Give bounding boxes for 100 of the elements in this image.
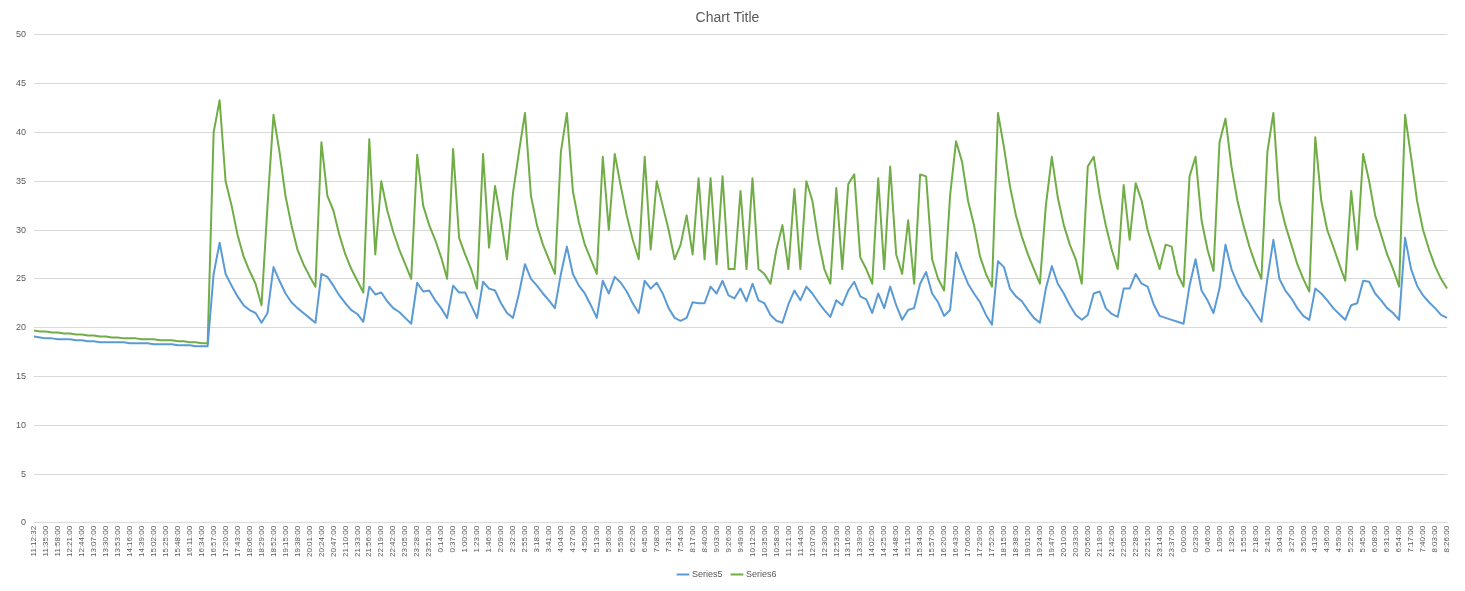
x-tick-label: 22:42:00 [388, 525, 398, 557]
x-tick-label: 11:35:00 [41, 525, 51, 557]
y-tick-label: 50 [16, 29, 27, 40]
x-tick-label: 23:51:00 [424, 525, 434, 557]
x-tick-label: 12:21:00 [65, 525, 75, 557]
x-tick-label: 21:33:00 [352, 525, 362, 557]
x-tick-label: 18:15:00 [999, 525, 1009, 557]
x-tick-label: 12:30:00 [819, 525, 829, 557]
x-tick-label: 14:25:00 [879, 525, 889, 557]
x-tick-label: 11:58:00 [53, 525, 63, 557]
x-tick-label: 0:46:00 [1202, 525, 1212, 553]
x-tick-label: 19:01:00 [1023, 525, 1033, 557]
x-tick-label: 18:52:00 [268, 525, 278, 557]
x-tick-label: 15:11:00 [903, 525, 913, 557]
y-tick-label: 20 [16, 322, 27, 333]
x-tick-label: 19:15:00 [280, 525, 290, 557]
x-tick-label: 0:37:00 [448, 525, 458, 553]
x-tick-label: 17:52:00 [987, 525, 997, 557]
x-tick-label: 22:51:00 [1142, 525, 1152, 557]
x-tick-label: 6:22:00 [627, 525, 637, 553]
x-tick-label: 21:56:00 [364, 525, 374, 557]
x-tick-label: 15:48:00 [172, 525, 182, 557]
x-tick-label: 12:44:00 [77, 525, 87, 557]
x-tick-label: 22:05:00 [1118, 525, 1128, 557]
y-tick-label: 25 [16, 273, 27, 284]
x-tick-label: 13:16:00 [843, 525, 853, 557]
x-tick-label: 10:35:00 [759, 525, 769, 557]
x-tick-label: 4:36:00 [1322, 525, 1332, 553]
x-tick-label: 3:04:00 [1274, 525, 1284, 553]
x-tick-label: 2:55:00 [520, 525, 530, 553]
x-tick-label: 5:22:00 [1346, 525, 1356, 553]
x-tick-label: 21:42:00 [1106, 525, 1116, 557]
x-tick-label: 16:11:00 [184, 525, 194, 557]
x-tick-label: 9:26:00 [723, 525, 733, 553]
x-tick-label: 3:50:00 [1298, 525, 1308, 553]
x-tick-label: 19:24:00 [1035, 525, 1045, 557]
x-tick-label: 1:46:00 [484, 525, 494, 553]
x-tick-label: 4:59:00 [1334, 525, 1344, 553]
x-tick-label: 17:06:00 [963, 525, 973, 557]
x-tick-label: 9:03:00 [711, 525, 721, 553]
x-tick-label: 5:59:00 [615, 525, 625, 553]
y-tick-label: 0 [21, 517, 27, 528]
x-tick-label: 9:49:00 [735, 525, 745, 553]
x-tick-label: 11:21:00 [783, 525, 793, 557]
x-tick-label: 6:45:00 [639, 525, 649, 553]
x-tick-label: 14:48:00 [891, 525, 901, 557]
x-tick-label: 19:47:00 [1047, 525, 1057, 557]
x-tick-label: 14:39:00 [136, 525, 146, 557]
x-tick-label: 20:56:00 [1082, 525, 1092, 557]
x-tick-label: 11:44:00 [795, 525, 805, 557]
y-tick-label: 15 [16, 370, 27, 381]
x-tick-label: 6:54:00 [1394, 525, 1404, 553]
x-tick-label: 23:28:00 [412, 525, 422, 557]
x-tick-label: 17:29:00 [975, 525, 985, 557]
x-tick-label: 7:08:00 [651, 525, 661, 553]
x-tick-label: 23:37:00 [1166, 525, 1176, 557]
x-tick-label: 15:34:00 [915, 525, 925, 557]
x-tick-label: 18:38:00 [1011, 525, 1021, 557]
x-tick-label: 23:05:00 [400, 525, 410, 557]
x-tick-label: 1:32:00 [1226, 525, 1236, 553]
legend-label: Series6 [746, 568, 777, 579]
x-tick-label: 18:29:00 [256, 525, 266, 557]
x-tick-label: 12:53:00 [831, 525, 841, 557]
x-tick-label: 8:40:00 [699, 525, 709, 553]
x-tick-label: 4:27:00 [568, 525, 578, 553]
x-tick-label: 21:10:00 [340, 525, 350, 557]
x-tick-label: 17:43:00 [232, 525, 242, 557]
y-tick-label: 40 [16, 126, 27, 137]
x-tick-label: 8:26:00 [1442, 525, 1452, 553]
x-tick-label: 14:02:00 [867, 525, 877, 557]
x-tick-label: 4:13:00 [1310, 525, 1320, 553]
x-tick-label: 0:23:00 [1190, 525, 1200, 553]
x-tick-label: 1:00:00 [460, 525, 470, 553]
x-tick-label: 1:23:00 [472, 525, 482, 553]
x-tick-label: 7:54:00 [675, 525, 685, 553]
x-tick-label: 18:06:00 [244, 525, 254, 557]
x-tick-label: 22:28:00 [1130, 525, 1140, 557]
x-tick-label: 6:31:00 [1382, 525, 1392, 553]
x-tick-label: 20:10:00 [1059, 525, 1069, 557]
x-tick-label: 20:01:00 [304, 525, 314, 557]
x-tick-label: 14:16:00 [125, 525, 135, 557]
y-tick-label: 5 [21, 468, 27, 479]
chart-title: Chart Title [695, 9, 760, 26]
x-tick-label: 6:08:00 [1370, 525, 1380, 553]
x-tick-label: 15:02:00 [148, 525, 158, 557]
x-tick-label: 1:55:00 [1238, 525, 1248, 553]
x-tick-label: 20:24:00 [316, 525, 326, 557]
x-tick-label: 8:17:00 [687, 525, 697, 553]
x-tick-label: 12:07:00 [807, 525, 817, 557]
x-tick-label: 13:53:00 [113, 525, 123, 557]
x-tick-label: 5:13:00 [592, 525, 602, 553]
x-tick-label: 15:25:00 [160, 525, 170, 557]
x-tick-label: 16:34:00 [196, 525, 206, 557]
x-tick-label: 13:30:00 [101, 525, 111, 557]
x-tick-label: 2:18:00 [1250, 525, 1260, 553]
x-tick-label: 3:27:00 [1286, 525, 1296, 553]
x-tick-label: 16:43:00 [951, 525, 961, 557]
x-tick-label: 10:12:00 [747, 525, 757, 557]
x-tick-label: 20:47:00 [328, 525, 338, 557]
x-tick-label: 23:14:00 [1154, 525, 1164, 557]
